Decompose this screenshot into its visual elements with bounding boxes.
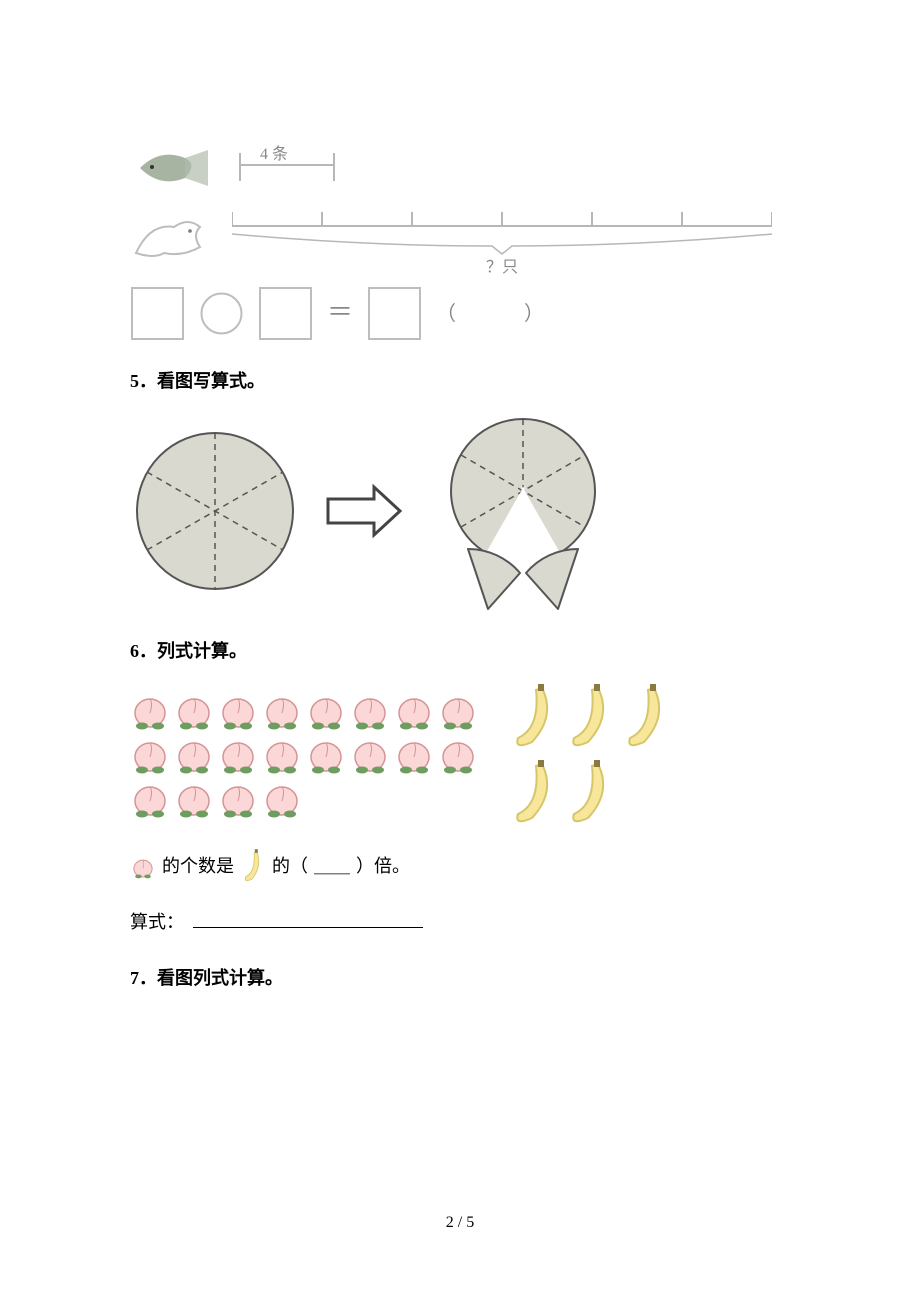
peach-icon — [218, 779, 258, 819]
operator-circle-icon — [199, 291, 244, 336]
answer-box-icon — [367, 286, 422, 341]
bird-icon — [130, 213, 218, 269]
q6-formula-label: 算式： — [130, 912, 184, 932]
peach-icon — [262, 779, 302, 819]
peach-icon — [262, 691, 302, 731]
circle-whole-icon — [130, 426, 300, 596]
q5-heading: 5．看图写算式。 — [130, 365, 790, 397]
peach-icon — [130, 779, 170, 819]
peach-icon — [262, 735, 302, 775]
page-number: 2 / 5 — [0, 1214, 920, 1232]
answer-box-icon — [258, 286, 313, 341]
q6-text-1: 的个数是 — [162, 850, 234, 882]
peach-icon — [174, 779, 214, 819]
page-total: 5 — [466, 1214, 474, 1231]
banana-icon — [510, 758, 560, 828]
arrow-right-icon — [324, 481, 404, 541]
page-sep: / — [454, 1214, 466, 1231]
q6-text-2: 的（ — [272, 850, 308, 882]
peach-icon — [350, 735, 390, 775]
q4-bird-scale: ？只 — [232, 206, 772, 276]
peach-icon — [306, 735, 346, 775]
circle-split-icon — [428, 411, 618, 611]
q6-sentence: 的个数是 的（ ＿＿ ）倍。 — [130, 848, 790, 884]
peach-group — [130, 691, 490, 819]
q7-heading: 7．看图列式计算。 — [130, 962, 790, 994]
peach-icon — [174, 735, 214, 775]
q4-unit-paren: （ ） — [436, 296, 546, 332]
peach-icon — [130, 853, 156, 879]
banana-icon — [566, 758, 616, 828]
peach-icon — [394, 691, 434, 731]
q4-equation-template: ＝ （ ） — [130, 286, 790, 341]
peach-icon — [174, 691, 214, 731]
q6-text-3: ）倍。 — [356, 850, 410, 882]
peach-icon — [306, 691, 346, 731]
peach-icon — [350, 691, 390, 731]
banana-icon — [622, 682, 672, 752]
page-current: 2 — [446, 1214, 454, 1231]
page-content: 4 条 ？只 — [130, 140, 790, 995]
peach-icon — [218, 691, 258, 731]
banana-group — [510, 682, 690, 828]
banana-icon — [566, 682, 616, 752]
q6-heading: 6．列式计算。 — [130, 635, 790, 667]
peach-icon — [394, 735, 434, 775]
q6-formula-blank-line — [193, 927, 423, 928]
banana-icon — [510, 682, 560, 752]
answer-box-icon — [130, 286, 185, 341]
q4-bird-row: ？只 — [130, 206, 790, 276]
q4-fish-label: 4 条 — [260, 141, 288, 170]
q5-figure — [130, 411, 790, 611]
q4-figure: 4 条 ？只 — [130, 140, 790, 341]
banana-icon — [240, 848, 266, 884]
peach-icon — [438, 735, 478, 775]
peach-icon — [438, 691, 478, 731]
peach-icon — [218, 735, 258, 775]
q4-bird-label: ？只 — [486, 259, 518, 276]
fish-icon — [130, 140, 218, 196]
q6-figure — [130, 682, 790, 828]
q4-fish-row: 4 条 — [130, 140, 790, 196]
q6-blank: ＿＿ — [314, 850, 350, 882]
peach-icon — [130, 735, 170, 775]
q4-equals: ＝ — [327, 290, 353, 337]
peach-icon — [130, 691, 170, 731]
q6-formula-line: 算式： — [130, 906, 790, 938]
